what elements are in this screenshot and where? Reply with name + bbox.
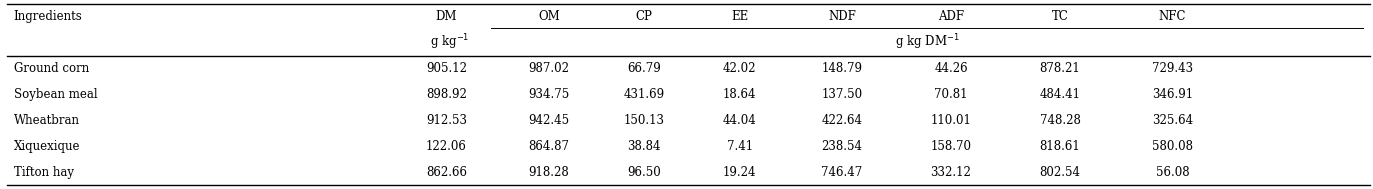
Text: 987.02: 987.02 — [529, 62, 570, 75]
Text: 44.26: 44.26 — [934, 62, 968, 75]
Text: DM: DM — [435, 10, 457, 23]
Text: 905.12: 905.12 — [426, 62, 467, 75]
Text: Soybean meal: Soybean meal — [14, 88, 97, 101]
Text: 748.28: 748.28 — [1039, 114, 1081, 127]
Text: Wheatbran: Wheatbran — [14, 114, 80, 127]
Text: CP: CP — [636, 10, 652, 23]
Text: NDF: NDF — [828, 10, 855, 23]
Text: 746.47: 746.47 — [821, 166, 862, 179]
Text: 729.43: 729.43 — [1152, 62, 1193, 75]
Text: 898.92: 898.92 — [426, 88, 467, 101]
Text: 110.01: 110.01 — [931, 114, 972, 127]
Text: 44.04: 44.04 — [722, 114, 757, 127]
Text: 148.79: 148.79 — [821, 62, 862, 75]
Text: 818.61: 818.61 — [1039, 140, 1081, 153]
Text: NFC: NFC — [1159, 10, 1186, 23]
Text: 802.54: 802.54 — [1039, 166, 1081, 179]
Text: 38.84: 38.84 — [627, 140, 660, 153]
Text: ADF: ADF — [938, 10, 964, 23]
Text: 346.91: 346.91 — [1152, 88, 1193, 101]
Text: 19.24: 19.24 — [724, 166, 757, 179]
Text: 158.70: 158.70 — [931, 140, 972, 153]
Text: g kg DM$^{-1}$: g kg DM$^{-1}$ — [895, 33, 960, 53]
Text: 864.87: 864.87 — [529, 140, 570, 153]
Text: EE: EE — [730, 10, 748, 23]
Text: 934.75: 934.75 — [529, 88, 570, 101]
Text: g kg$^{-1}$: g kg$^{-1}$ — [430, 33, 470, 53]
Text: Ground corn: Ground corn — [14, 62, 89, 75]
Text: 912.53: 912.53 — [426, 114, 467, 127]
Text: TC: TC — [1052, 10, 1068, 23]
Text: 18.64: 18.64 — [724, 88, 757, 101]
Text: OM: OM — [538, 10, 560, 23]
Text: 878.21: 878.21 — [1039, 62, 1081, 75]
Text: Ingredients: Ingredients — [14, 10, 82, 23]
Text: 137.50: 137.50 — [821, 88, 862, 101]
Text: 422.64: 422.64 — [821, 114, 862, 127]
Text: 7.41: 7.41 — [726, 140, 752, 153]
Text: 150.13: 150.13 — [623, 114, 665, 127]
Text: 862.66: 862.66 — [426, 166, 467, 179]
Text: 66.79: 66.79 — [627, 62, 662, 75]
Text: 56.08: 56.08 — [1156, 166, 1189, 179]
Text: 96.50: 96.50 — [627, 166, 662, 179]
Text: 942.45: 942.45 — [529, 114, 570, 127]
Text: 918.28: 918.28 — [529, 166, 570, 179]
Text: 122.06: 122.06 — [426, 140, 467, 153]
Text: 431.69: 431.69 — [623, 88, 665, 101]
Text: 238.54: 238.54 — [821, 140, 862, 153]
Text: 70.81: 70.81 — [934, 88, 968, 101]
Text: 580.08: 580.08 — [1152, 140, 1193, 153]
Text: Tifton hay: Tifton hay — [14, 166, 74, 179]
Text: 484.41: 484.41 — [1039, 88, 1081, 101]
Text: 325.64: 325.64 — [1152, 114, 1193, 127]
Text: 42.02: 42.02 — [724, 62, 757, 75]
Text: Xiquexique: Xiquexique — [14, 140, 80, 153]
Text: 332.12: 332.12 — [931, 166, 972, 179]
